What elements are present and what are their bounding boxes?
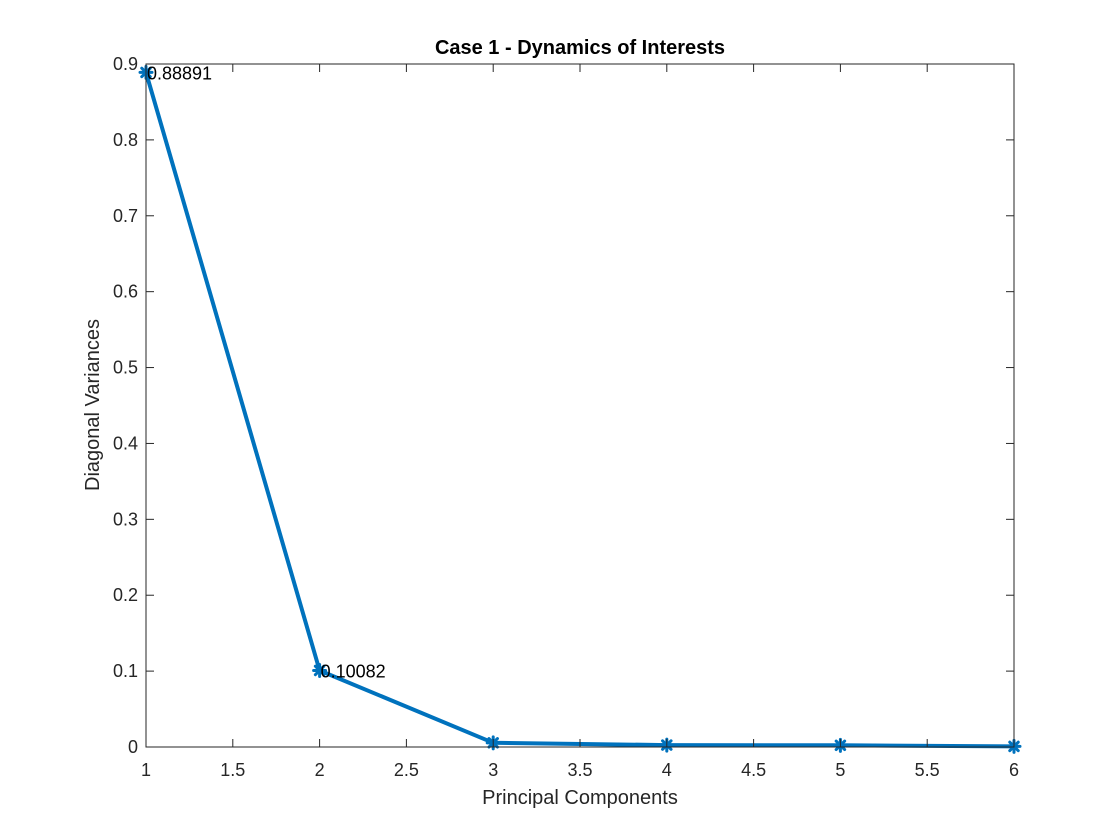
y-tick-label: 0.2	[113, 585, 138, 605]
y-tick-label: 0.8	[113, 130, 138, 150]
x-tick-label: 2	[315, 760, 325, 780]
plot-area	[146, 64, 1014, 747]
y-axis-label: Diagonal Variances	[82, 319, 104, 491]
ticks-layer	[145, 63, 1015, 748]
y-tick-label: 0.7	[113, 206, 138, 226]
x-tick-label: 6	[1009, 760, 1019, 780]
x-tick-label: 5	[835, 760, 845, 780]
x-tick-label: 1.5	[220, 760, 245, 780]
chart-title: Case 1 - Dynamics of Interests	[435, 37, 725, 59]
y-tick-label: 0.5	[113, 358, 138, 378]
data-label: 0.88891	[147, 63, 212, 83]
y-tick-label: 0.1	[113, 661, 138, 681]
x-tick-label: 2.5	[394, 760, 419, 780]
y-tick-label: 0	[128, 737, 138, 757]
y-tick-label: 0.3	[113, 509, 138, 529]
labels-layer: 1 1.5 2 2.5 3 3.5 4 4.5 5 5.5 6 0 0.1 0.2 0.3 0.4 0.5 0.6…	[113, 54, 1019, 780]
x-tick-label: 3	[488, 760, 498, 780]
x-tick-label: 1	[141, 760, 151, 780]
y-tick-label: 0.4	[113, 433, 138, 453]
data-label: 0.10082	[321, 661, 386, 681]
y-tick-label: 0.9	[113, 54, 138, 74]
x-tick-label: 5.5	[915, 760, 940, 780]
x-tick-label: 4	[662, 760, 672, 780]
y-tick-label: 0.6	[113, 282, 138, 302]
x-axis-label: Principal Components	[482, 787, 678, 809]
x-tick-label: 3.5	[567, 760, 592, 780]
data-point	[312, 662, 328, 678]
x-tick-label: 4.5	[741, 760, 766, 780]
